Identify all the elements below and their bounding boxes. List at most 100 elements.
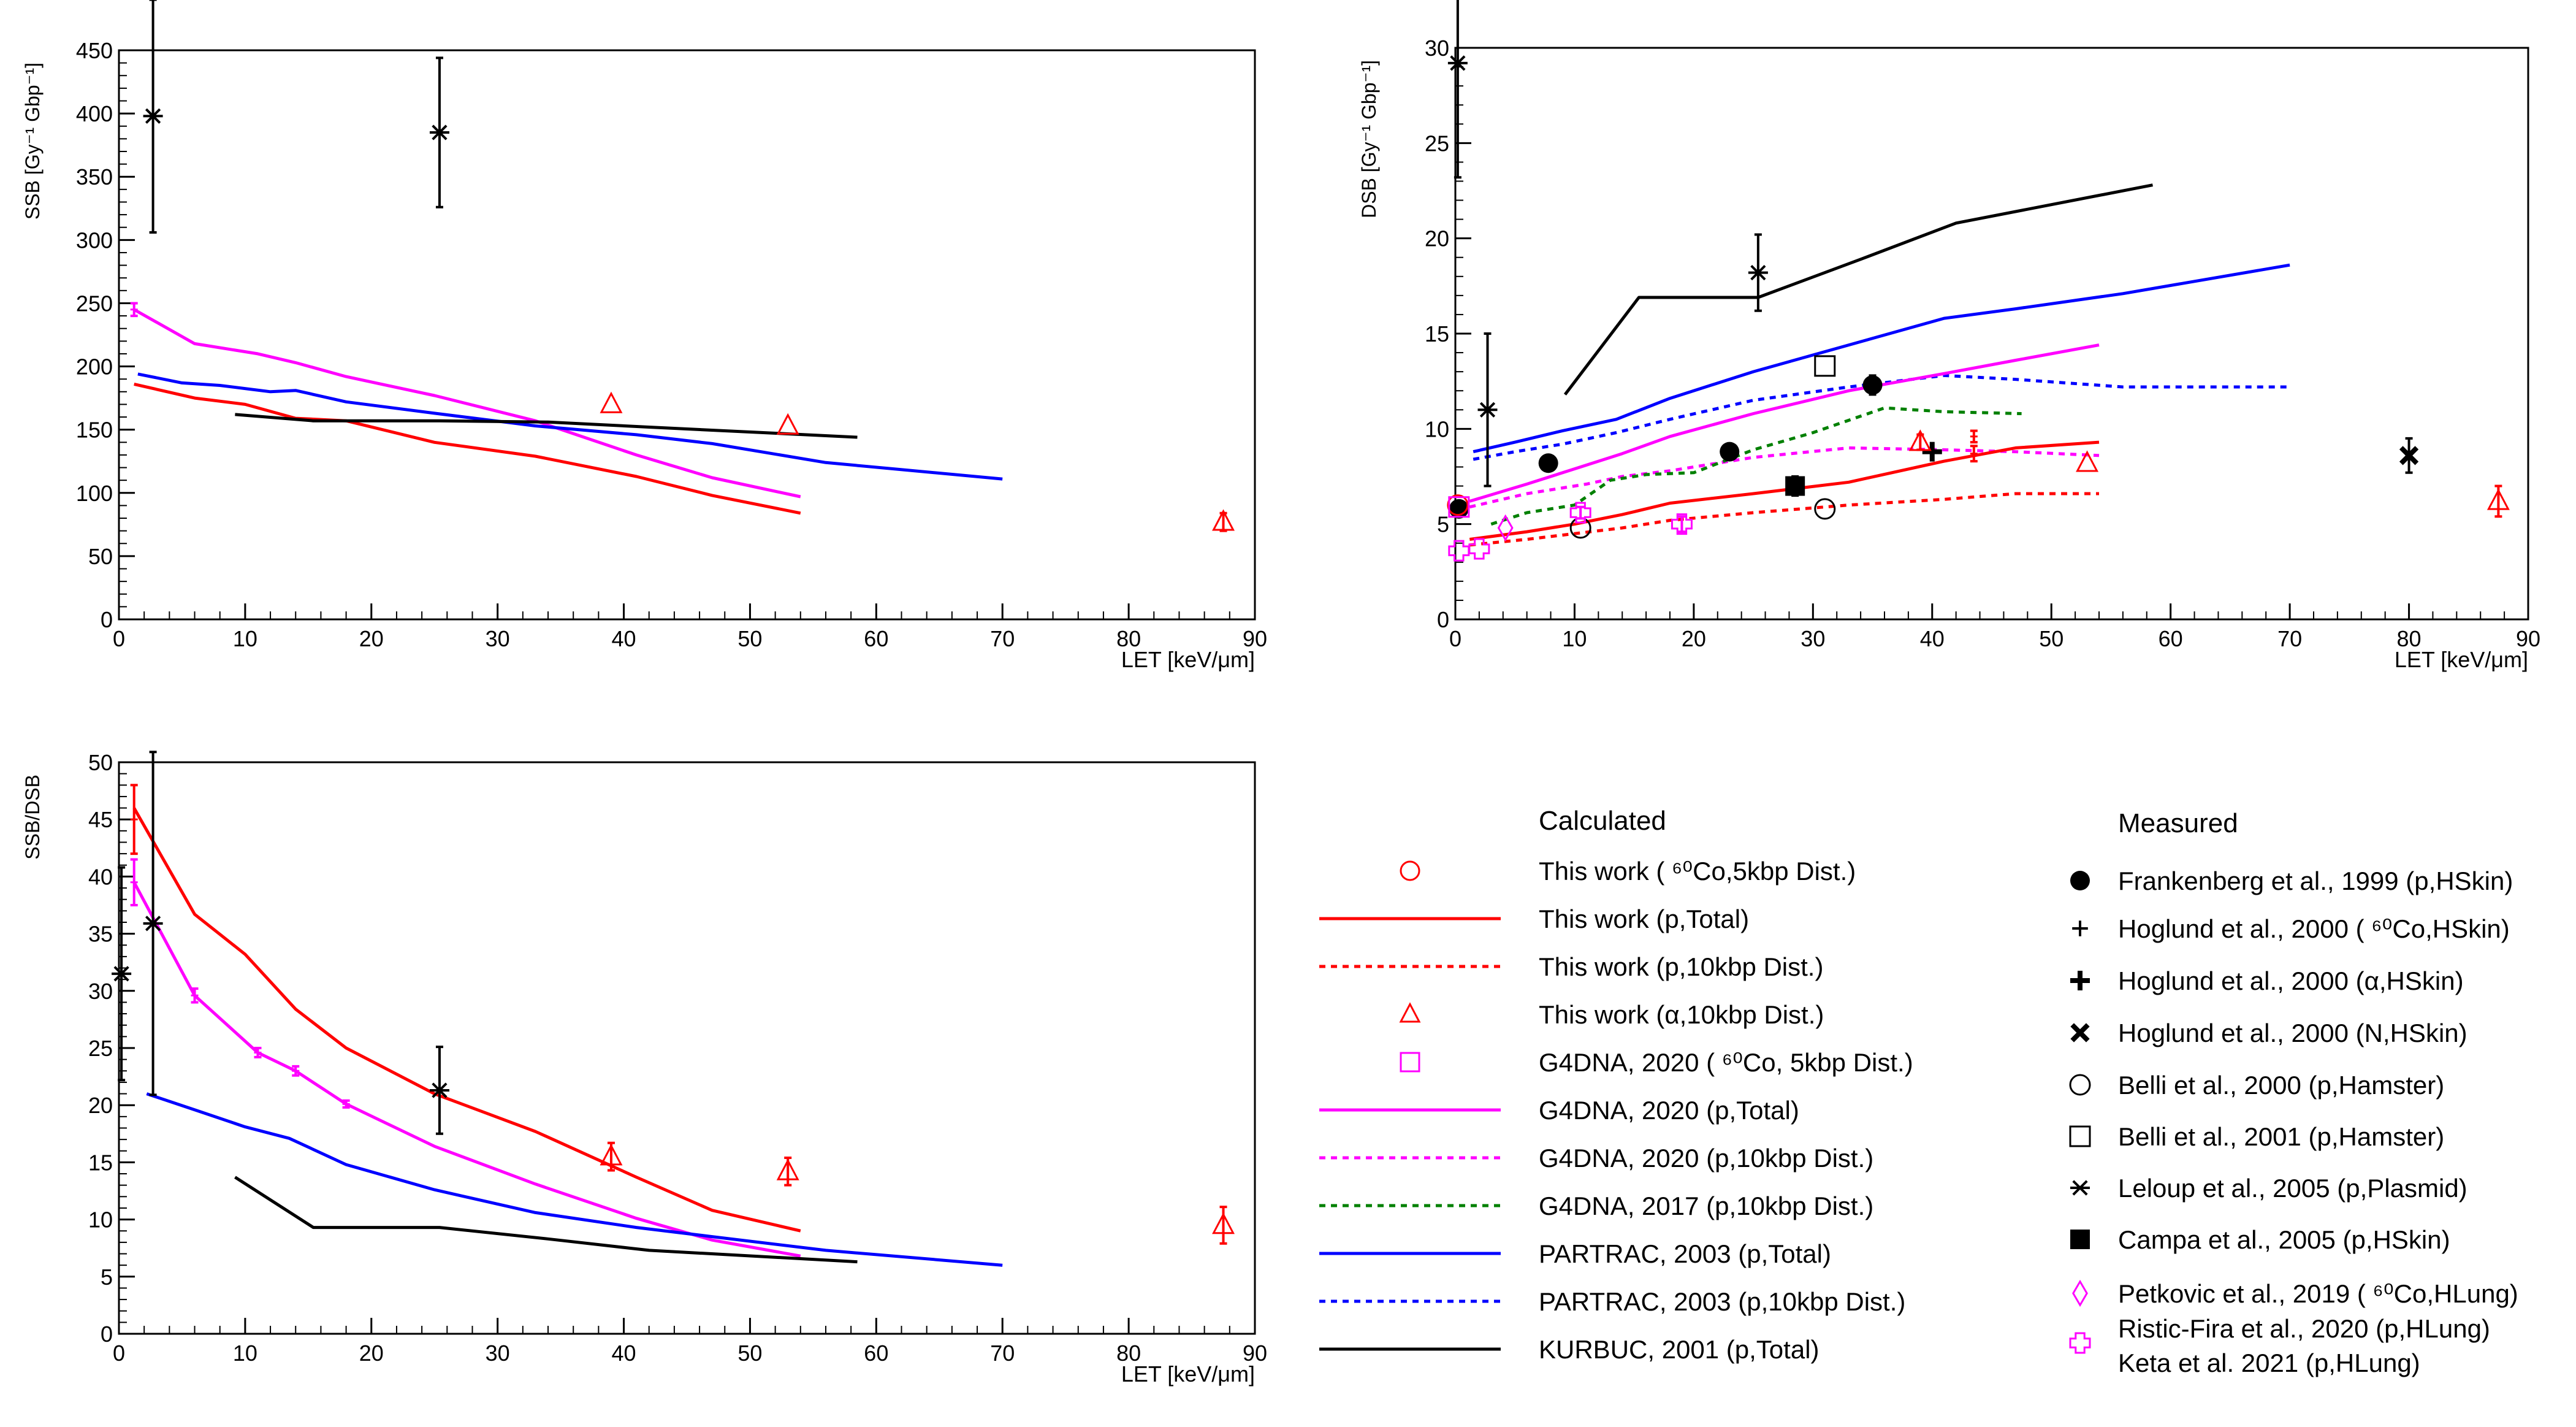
dsb-point-hoglund-et-al-2000-n-hskin xyxy=(2399,446,2419,465)
ratio-x-tick-label: 10 xyxy=(233,1341,257,1366)
ratio-x-tick-label: 50 xyxy=(737,1341,762,1366)
legend-meas-marker-petkovic-et-al-2019-co-hlung xyxy=(2072,1279,2088,1307)
ratio-series-this-work-p-total xyxy=(132,807,801,1233)
ssb-y-tick-label: 100 xyxy=(76,481,113,506)
ratio-point-this-work-10kbp-dist xyxy=(1212,1212,1235,1234)
ratio-x-tick-label: 70 xyxy=(990,1341,1015,1366)
legend-calculated-items: This work ( ⁶⁰Co,5kbp Dist.) This work (p… xyxy=(1319,857,1913,1364)
legend-meas-label: Belli et al., 2001 (p,Hamster) xyxy=(2118,1122,2444,1151)
ratio-point-leloup-et-al-2005-p-plasmid xyxy=(112,966,132,982)
ssb-series-partrac-2003-p-total xyxy=(137,372,1003,481)
ratio-y-tick-label: 35 xyxy=(88,922,113,947)
ssb-x-tick-label: 60 xyxy=(864,626,888,651)
legend-calc-label: PARTRAC, 2003 (p,Total) xyxy=(1539,1239,1831,1268)
dsb-x-tick-label: 60 xyxy=(2159,626,2183,651)
ssb-x-tick-label: 50 xyxy=(737,626,762,651)
ssb-series-kurbuc-2001-p-total xyxy=(235,413,858,439)
legend-calc-label: This work (p,Total) xyxy=(1539,905,1749,933)
dsb-x-axis-label: LET [keV/μm] xyxy=(2395,647,2528,672)
dsb-point-campa-et-al-2005-p-hskin xyxy=(1785,476,1805,496)
legend-meas-label: Campa et al., 2005 (p,HSkin) xyxy=(2118,1225,2450,1254)
dsb-point-belli-et-al-2001-p-hamster xyxy=(1814,355,1836,377)
legend-calc-label: G4DNA, 2020 (p,Total) xyxy=(1539,1096,1799,1125)
ratio-point-leloup-et-al-2005-p-plasmid xyxy=(143,916,163,932)
dsb-y-tick-label: 20 xyxy=(1425,226,1449,251)
ssb-series-g4dna-2020-p-total xyxy=(133,308,801,499)
ssb-plot-frame xyxy=(118,49,1256,621)
dsb-x-tick-label: 20 xyxy=(1682,626,1706,651)
dsb-point-leloup-et-al-2005-p-plasmid xyxy=(1748,264,1768,281)
dsb-point-leloup-et-al-2005-p-plasmid xyxy=(1447,55,1468,71)
panel-dsb: 0 10 20 30 40 50 60 70 80 90 0 5 10 15 20 25 30 LET [keV/… xyxy=(1358,0,2540,672)
ratio-series-partrac-2003-p-total xyxy=(146,1092,1003,1267)
ratio-x-tick-label: 80 xyxy=(1116,1341,1141,1366)
dsb-point-belli-et-al-2000-p-hamster xyxy=(1814,498,1836,520)
ssb-point-this-work-10kbp-dist xyxy=(776,413,799,435)
ratio-y-tick-label: 15 xyxy=(88,1150,113,1175)
dsb-point-leloup-et-al-2005-p-plasmid xyxy=(1477,402,1498,418)
ratio-x-tick-label: 20 xyxy=(359,1341,384,1366)
legend-meas-label: Hoglund et al., 2000 ( ⁶⁰Co,HSkin) xyxy=(2118,914,2510,943)
dsb-point-frankenberg-et-al-1999-p-hskin xyxy=(1720,442,1740,462)
legend-measured-items: Frankenberg et al., 1999 (p,HSkin) Hoglun… xyxy=(2069,867,2518,1377)
ratio-x-axis-label: LET [keV/μm] xyxy=(1121,1361,1255,1387)
dsb-point-keta-et-al-2021-p-hlung-error-bar xyxy=(1577,505,1585,520)
dsb-y-tick-label: 25 xyxy=(1425,131,1449,156)
ssb-point-leloup-et-al-2005-p-plasmid xyxy=(143,108,163,124)
legend-meas-marker-belli-et-al-2001-p-hamster xyxy=(2069,1125,2091,1147)
legend-meas-marker-hoglund-et-al-2000-co-hskin xyxy=(2072,920,2088,936)
chart-panels: 0 10 20 30 40 50 60 70 80 90050100150200250300350… xyxy=(21,0,2540,1387)
panel-ratio: 0 10 20 30 40 50 60 70 80 90 0 5 10 15 20 25 30 35 40 45 50 L… xyxy=(21,750,1267,1387)
dsb-series-partrac-2003-p-total xyxy=(1473,263,2290,454)
ssb-y-tick-label: 0 xyxy=(101,607,113,632)
dsb-series-this-work-p-total xyxy=(1469,440,2100,541)
ratio-y-tick-label: 50 xyxy=(88,750,113,775)
ratio-x-tick-label: 90 xyxy=(1243,1341,1267,1366)
ssb-x-tick-label: 10 xyxy=(233,626,257,651)
panel-ssb: 0 10 20 30 40 50 60 70 80 90 0 50 100 150 200 250 300 350… xyxy=(21,0,1267,672)
ssb-point-this-work-10kbp-dist xyxy=(1212,509,1235,531)
legend-meas-marker-campa-et-al-2005-p-hskin xyxy=(2070,1230,2090,1249)
ratio-y-tick-label: 40 xyxy=(88,864,113,889)
dsb-y-tick-label: 30 xyxy=(1425,36,1449,61)
ratio-y-tick-label: 30 xyxy=(88,979,113,1004)
legend-calc-label: G4DNA, 2020 ( ⁶⁰Co, 5kbp Dist.) xyxy=(1539,1048,1913,1077)
ssb-point-this-work-10kbp-dist xyxy=(600,391,623,413)
ratio-y-tick-label: 0 xyxy=(101,1322,113,1347)
dsb-series-g4dna-2017-p-10kbp-dist xyxy=(1490,406,2022,526)
ssb-y-tick-label: 400 xyxy=(76,101,113,126)
ssb-y-tick-label: 250 xyxy=(76,291,113,316)
dsb-point-petkovic-et-al-2019-co-hlung xyxy=(1497,514,1514,542)
legend-calculated-header: Calculated xyxy=(1539,806,1666,836)
ssb-x-axis-label: LET [keV/μm] xyxy=(1121,647,1255,672)
dsb-point-this-work-10kbp-dist xyxy=(2076,450,2099,472)
dsb-point-this-work-10kbp-dist xyxy=(2486,488,2510,510)
dsb-point-keta-et-al-2021-p-hlung xyxy=(1671,513,1693,535)
ratio-x-tick-label: 0 xyxy=(113,1341,125,1366)
dsb-point-hoglund-et-al-2000-hskin xyxy=(1922,442,1942,462)
dsb-x-tick-label: 40 xyxy=(1920,626,1945,651)
ratio-x-tick-label: 30 xyxy=(486,1341,510,1366)
ratio-series-g4dna-2020-p-total xyxy=(132,881,801,1258)
ssb-x-tick-label: 20 xyxy=(359,626,384,651)
ssb-x-tick-label: 90 xyxy=(1243,626,1267,651)
legend-meas-marker-frankenberg-et-al-1999-p-hskin xyxy=(2070,871,2090,890)
ssb-point-leloup-et-al-2005-p-plasmid xyxy=(429,124,449,140)
dsb-series-g4dna-2020-p-total xyxy=(1469,343,2100,503)
dsb-point-keta-et-al-2021-p-hlung xyxy=(1569,502,1591,524)
dsb-x-tick-label: 10 xyxy=(1562,626,1587,651)
dsb-point-frankenberg-et-al-1999-p-hskin xyxy=(1862,375,1883,395)
legend-meas-label: Frankenberg et al., 1999 (p,HSkin) xyxy=(2118,867,2513,895)
ssb-x-tick-label: 40 xyxy=(612,626,636,651)
legend-calc-label: This work (p,10kbp Dist.) xyxy=(1539,952,1823,981)
dsb-point-this-work-10kbp-dist xyxy=(1908,429,1932,451)
legend-meas-label: Belli et al., 2000 (p,Hamster) xyxy=(2118,1071,2444,1100)
ssb-series-this-work-p-total xyxy=(134,382,801,515)
legend-meas-label: Keta et al. 2021 (p,HLung) xyxy=(2118,1349,2420,1377)
legend-calc-label: This work (α,10kbp Dist.) xyxy=(1539,1000,1824,1029)
legend-calc-marker-this-work-co-5kbp-dist xyxy=(1400,860,1420,881)
ssb-y-tick-label: 350 xyxy=(76,164,113,189)
legend-meas-label: Petkovic et al., 2019 ( ⁶⁰Co,HLung) xyxy=(2118,1279,2518,1308)
dsb-series-g4dna-2020-p-10kbp-dist xyxy=(1469,446,2100,509)
